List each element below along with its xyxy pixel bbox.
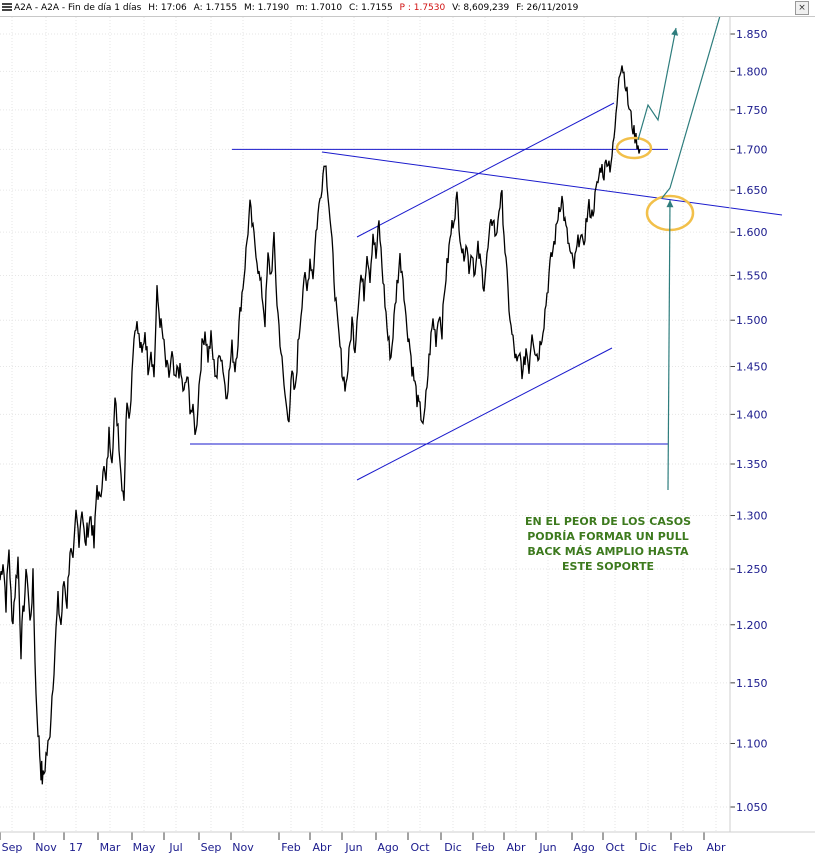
long-path-arrow xyxy=(661,17,721,199)
y-tick-label: 1.150 xyxy=(736,677,768,690)
x-tick-label: Jul xyxy=(168,841,182,853)
close-value: C: 1.7155 xyxy=(349,3,393,13)
high-value: M: 1.7190 xyxy=(243,3,290,13)
x-tick-label: Feb xyxy=(281,841,300,853)
x-tick-label: May xyxy=(133,841,156,853)
x-tick-label: Dic xyxy=(444,841,462,853)
annotation-note: EN EL PEOR DE LOS CASOS PODRÍA FORMAR UN … xyxy=(525,515,691,573)
volume-value: V: 8,609,239 xyxy=(452,3,510,13)
x-tick-label: Nov xyxy=(35,841,57,853)
x-tick-label: Ago xyxy=(377,841,399,853)
x-tick-label: Oct xyxy=(605,841,625,853)
lower-channel-line xyxy=(356,347,613,481)
y-tick-label: 1.650 xyxy=(736,184,768,197)
upper-channel-line xyxy=(356,102,615,238)
price-chart: 1.850 1.800 1.750 1.700 1.650 1.600 1.550 1.500… xyxy=(0,17,815,853)
trend-lines xyxy=(321,102,783,481)
low-value: m: 1.7010 xyxy=(295,3,343,13)
price-series-line xyxy=(0,65,641,785)
y-tick-label: 1.300 xyxy=(736,510,768,523)
pullback-ellipse xyxy=(615,136,653,160)
time-value: H: 17:06 xyxy=(148,3,187,13)
descending-trendline xyxy=(321,151,783,216)
y-tick-label: 1.750 xyxy=(736,104,768,117)
x-tick-label: Jun xyxy=(538,841,556,853)
annotation-line: BACK MÁS AMPLIO HASTA xyxy=(527,545,689,558)
x-tick-label: Sep xyxy=(201,841,222,853)
y-tick-label: 1.800 xyxy=(736,65,768,78)
p-value: P : 1.7530 xyxy=(399,3,446,13)
x-tick-label: Nov xyxy=(232,841,254,853)
y-tick-label: 1.550 xyxy=(736,269,768,282)
y-tick-label: 1.100 xyxy=(736,738,768,751)
date-value: F: 26/11/2019 xyxy=(516,3,579,13)
x-tick-label: Jun xyxy=(344,841,362,853)
y-tick-label: 1.400 xyxy=(736,408,768,421)
horizontal-lines xyxy=(190,148,668,445)
highlight-ellipses xyxy=(615,136,695,232)
x-tick-label: Abr xyxy=(312,841,332,853)
x-tick-label: Ago xyxy=(573,841,595,853)
x-tick-label: Sep xyxy=(2,841,23,853)
close-icon[interactable]: × xyxy=(795,1,809,15)
annotation-line: PODRÍA FORMAR UN PULL xyxy=(527,530,689,543)
y-tick-label: 1.200 xyxy=(736,619,768,632)
short-path-arrow xyxy=(637,27,677,141)
x-tick-label: Dic xyxy=(639,841,657,853)
x-tick-label: Mar xyxy=(100,841,121,853)
y-tick-label: 1.050 xyxy=(736,801,768,814)
chart-grid xyxy=(0,17,730,832)
chart-header: A2A - A2A - Fin de día 1 días H: 17:06 A… xyxy=(0,0,815,17)
short-path-arrow-head xyxy=(671,28,679,36)
menu-icon[interactable] xyxy=(2,2,12,12)
open-value: A: 1.7155 xyxy=(193,3,238,13)
x-tick-label: Feb xyxy=(673,841,692,853)
forecast-arrows xyxy=(637,17,721,491)
x-axis-labels: Sep Nov 17 Mar May Jul Sep Nov Feb Abr Jun Ago Oct Di… xyxy=(0,832,726,853)
y-tick-label: 1.250 xyxy=(736,563,768,576)
y-axis-labels: 1.850 1.800 1.750 1.700 1.650 1.600 1.550 1.500… xyxy=(730,28,768,814)
annotation-line: EN EL PEOR DE LOS CASOS xyxy=(525,515,691,528)
support-arrow xyxy=(667,199,671,491)
x-tick-label: Oct xyxy=(410,841,430,853)
support-arrow-head xyxy=(666,200,674,208)
x-tick-label: Abr xyxy=(506,841,526,853)
x-tick-label: 17 xyxy=(69,841,83,853)
y-tick-label: 1.350 xyxy=(736,458,768,471)
y-tick-label: 1.850 xyxy=(736,28,768,41)
y-tick-label: 1.700 xyxy=(736,143,768,156)
y-tick-label: 1.600 xyxy=(736,226,768,239)
chart-title: A2A - A2A - Fin de día 1 días xyxy=(14,3,142,13)
x-tick-label: Abr xyxy=(706,841,726,853)
annotation-line: ESTE SOPORTE xyxy=(562,560,654,573)
x-tick-label: Feb xyxy=(475,841,494,853)
y-tick-label: 1.500 xyxy=(736,314,768,327)
y-tick-label: 1.450 xyxy=(736,360,768,373)
